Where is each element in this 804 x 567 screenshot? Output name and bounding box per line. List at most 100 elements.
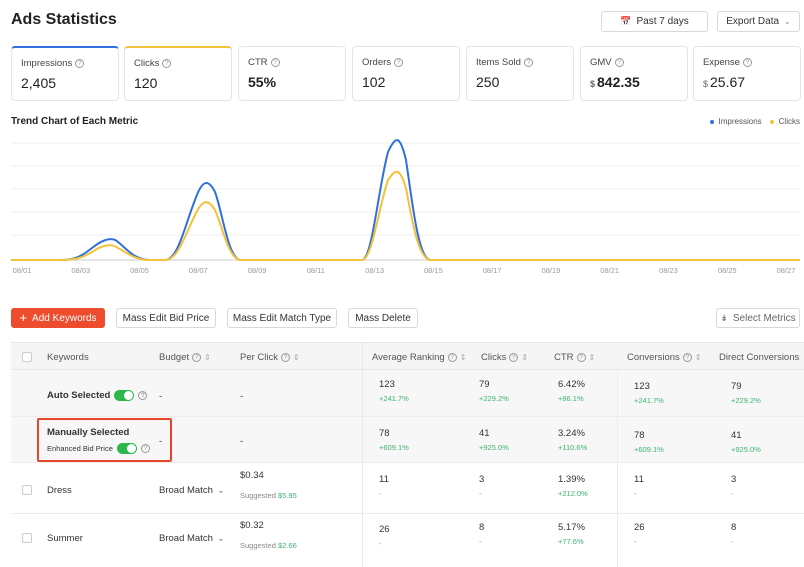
- select-metrics-button[interactable]: ↡ Select Metrics: [716, 308, 800, 328]
- help-icon: ?: [576, 353, 586, 362]
- metric-value: 102: [362, 74, 386, 90]
- help-icon: ?: [682, 353, 692, 362]
- help-icon: ?: [742, 58, 752, 67]
- legend-clicks[interactable]: Clicks: [769, 117, 800, 126]
- mass-edit-bid-price-button[interactable]: Mass Edit Bid Price: [116, 308, 216, 328]
- metric-value: 250: [476, 74, 500, 90]
- metric-value: 842.35: [597, 74, 640, 90]
- header-budget[interactable]: Budget? ⇕: [159, 352, 211, 363]
- avg-ranking-cell: 78 +609.1%: [379, 428, 409, 452]
- enhanced-bid-price: Enhanced Bid Price ?: [47, 443, 150, 454]
- help-icon: ?: [138, 391, 148, 400]
- per-click-cell[interactable]: $0.32 Suggested $2.66: [240, 520, 297, 550]
- metric-value: 55%: [248, 74, 277, 90]
- avg-ranking-cell: 11-: [379, 474, 389, 498]
- row-checkbox[interactable]: [22, 485, 32, 495]
- help-icon: ?: [140, 444, 150, 453]
- clicks-cell: 8-: [479, 522, 485, 546]
- help-icon: ?: [523, 58, 533, 67]
- sort-icon: ⇕: [204, 353, 211, 362]
- export-data-label: Export Data: [726, 16, 780, 27]
- table-header: [11, 342, 804, 370]
- group-label: Auto Selected: [47, 390, 111, 401]
- metric-label: GMV: [590, 57, 612, 68]
- row-checkbox[interactable]: [22, 533, 32, 543]
- per-click-cell[interactable]: $0.34 Suggested $5.95: [240, 470, 297, 500]
- sort-icon: ⇕: [293, 353, 300, 362]
- trend-chart: [11, 139, 800, 261]
- add-keywords-button[interactable]: + Add Keywords: [11, 308, 105, 328]
- x-tick-label: 08/17: [482, 266, 502, 275]
- direct-conversions-cell: 3-: [731, 474, 737, 498]
- ctr-cell: 3.24% +110.6%: [558, 428, 588, 452]
- conversions-cell: 26-: [634, 522, 645, 546]
- help-icon: ?: [270, 58, 280, 67]
- keyword-name: Summer: [47, 533, 83, 544]
- x-tick-label: 08/25: [717, 266, 737, 275]
- metric-card-expense[interactable]: Expense? $25.67: [693, 46, 801, 101]
- enhanced-bid-toggle[interactable]: [116, 443, 137, 454]
- metric-card-items-sold[interactable]: Items Sold? 250: [466, 46, 574, 101]
- budget-value: -: [159, 391, 163, 402]
- button-label: Select Metrics: [732, 312, 796, 324]
- x-tick-label: 08/13: [365, 266, 384, 275]
- help-icon: ?: [162, 59, 172, 68]
- avg-ranking-cell: 123 +241.7%: [379, 379, 409, 403]
- header-direct-conversions[interactable]: Direct Conversions: [719, 352, 800, 363]
- legend-impressions[interactable]: Impressions: [709, 117, 762, 126]
- budget-value: -: [159, 436, 163, 447]
- metric-card-clicks[interactable]: Clicks? 120: [124, 46, 232, 101]
- header-conversions[interactable]: Conversions? ⇕: [627, 352, 702, 363]
- header-per-click[interactable]: Per Click? ⇕: [240, 352, 300, 363]
- select-all-checkbox[interactable]: [22, 352, 32, 362]
- export-data-button[interactable]: Export Data ⌄: [717, 11, 800, 32]
- metric-card-impressions[interactable]: Impressions? 2,405: [11, 46, 119, 101]
- metric-value: 120: [134, 75, 158, 91]
- sort-icon: ⇕: [694, 353, 702, 362]
- x-tick-label: 08/11: [306, 266, 325, 275]
- mass-delete-button[interactable]: Mass Delete: [348, 308, 418, 328]
- metric-card-gmv[interactable]: GMV? $842.35: [580, 46, 688, 101]
- highlight-box: [37, 418, 172, 462]
- date-range-picker[interactable]: 📅 Past 7 days: [601, 11, 708, 32]
- per-click-value: -: [240, 436, 244, 447]
- auto-selected-group: Auto Selected ?: [47, 390, 148, 401]
- match-type-select[interactable]: Broad Match ⌄: [159, 485, 225, 496]
- x-tick-label: 08/27: [776, 266, 796, 275]
- metric-card-orders[interactable]: Orders? 102: [352, 46, 460, 101]
- match-type-select[interactable]: Broad Match ⌄: [159, 533, 225, 544]
- auto-selected-toggle[interactable]: [114, 390, 135, 401]
- sort-icon: ⇕: [521, 353, 529, 362]
- page-title: Ads Statistics: [11, 11, 117, 28]
- button-label: Mass Edit Bid Price: [122, 312, 210, 324]
- chart-title: Trend Chart of Each Metric: [11, 116, 139, 127]
- group-label: Manually Selected: [47, 427, 130, 438]
- row-divider: [11, 462, 804, 463]
- calendar-icon: 📅: [620, 16, 632, 26]
- help-icon: ?: [447, 353, 457, 362]
- mass-edit-match-type-button[interactable]: Mass Edit Match Type: [227, 308, 337, 328]
- chevron-down-icon: ⌄: [784, 17, 791, 26]
- conversions-cell: 78 +609.1%: [634, 430, 664, 454]
- sort-icon: ⇕: [459, 353, 467, 362]
- frozen-column-divider: [362, 342, 363, 567]
- metric-card-ctr[interactable]: CTR? 55%: [238, 46, 346, 101]
- metric-label: Orders: [362, 57, 392, 68]
- bid-price: $0.32: [240, 520, 264, 531]
- x-tick-label: 08/03: [71, 266, 91, 275]
- header-keywords: Keywords: [47, 352, 89, 363]
- direct-conversions-cell: 41 +925.0%: [731, 430, 761, 454]
- header-ctr[interactable]: CTR? ⇕: [554, 352, 596, 363]
- x-tick-label: 08/05: [130, 266, 149, 275]
- help-icon: ?: [509, 353, 519, 362]
- suggested-bid: Suggested $5.95: [240, 491, 297, 500]
- conversions-cell: 11-: [634, 474, 644, 498]
- x-tick-label: 08/19: [541, 266, 561, 275]
- header-average-ranking[interactable]: Average Ranking? ⇕: [372, 352, 467, 363]
- metric-label: Clicks: [134, 58, 160, 69]
- add-keywords-label: Add Keywords: [32, 312, 97, 324]
- header-clicks[interactable]: Clicks? ⇕: [481, 352, 529, 363]
- x-tick-label: 08/01: [12, 266, 32, 275]
- bid-price: $0.34: [240, 470, 264, 481]
- button-label: Mass Delete: [355, 312, 411, 324]
